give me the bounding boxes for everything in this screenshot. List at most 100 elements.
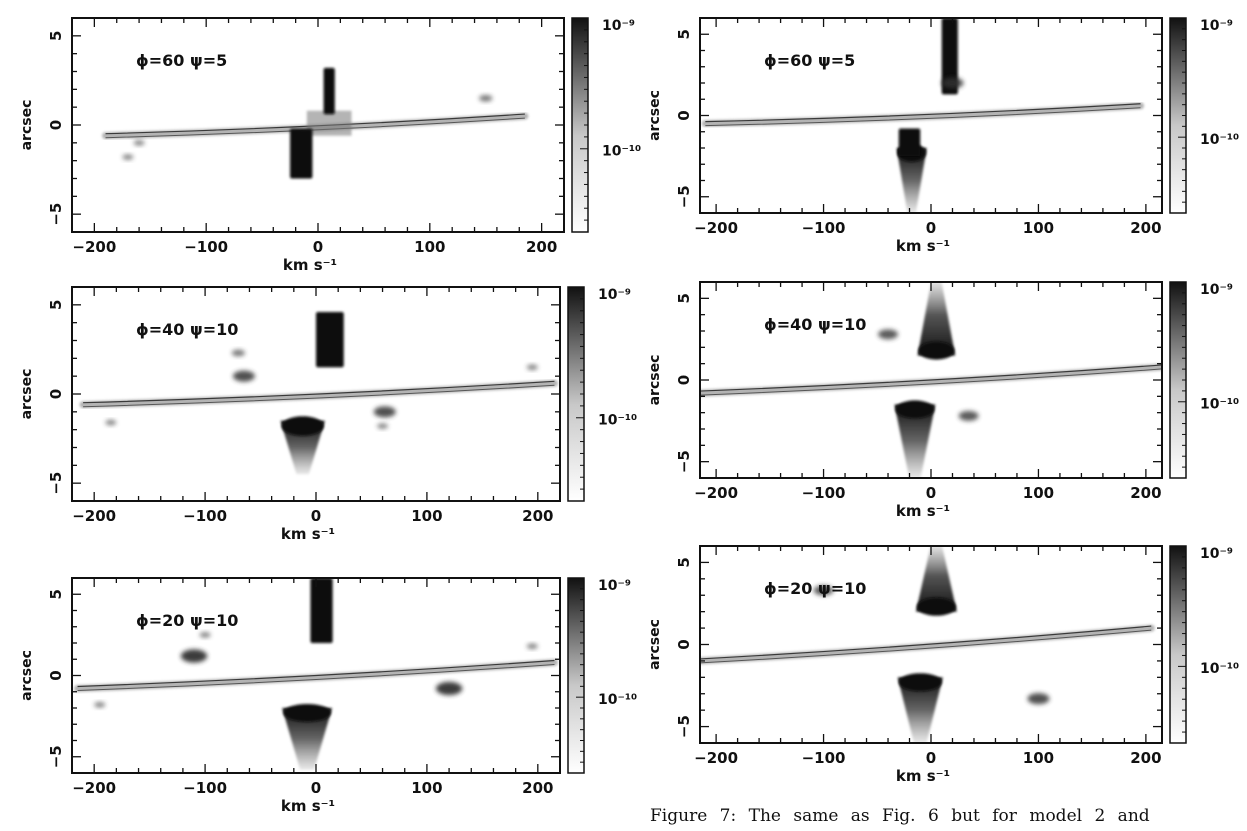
heatmap-content <box>700 282 1162 478</box>
colorbar-label-mid: 10⁻¹⁰ <box>602 144 641 160</box>
y-axis: −5 0 5 arcsec <box>19 286 560 502</box>
x-tick-label: −100 <box>802 484 846 502</box>
x-tick-label: 200 <box>522 779 553 797</box>
x-axis-label: km s⁻¹ <box>281 797 335 815</box>
y-axis: −5 0 5 arcsec <box>19 17 564 233</box>
emission-blob-1 <box>232 370 255 382</box>
colorbar: 10⁻⁹ 10⁻¹⁰ <box>1169 545 1239 744</box>
y-axis: −5 0 5 arcsec <box>19 577 560 774</box>
bright-emission-2 <box>898 128 921 157</box>
x-axis-label: km s⁻¹ <box>896 237 950 255</box>
jet-cone-1 <box>282 708 333 770</box>
x-tick-label: 0 <box>313 238 323 256</box>
emission-blob-1 <box>479 94 493 102</box>
colorbar-gradient <box>1170 282 1186 478</box>
bright-emission-1 <box>316 311 344 368</box>
colorbar-label-mid: 10⁻¹⁰ <box>1200 132 1239 148</box>
y-axis-label: arcsec <box>647 90 663 141</box>
disk-emission <box>701 102 1145 128</box>
panel-3: −200 −100 0 100 200 km s⁻¹ −5 0 5 arcsec ϕ=20 ψ=10… <box>19 577 637 815</box>
figure-caption: Figure 7: The same as Fig. 6 but for mod… <box>650 806 1150 826</box>
x-axis-label: km s⁻¹ <box>896 502 950 520</box>
disk-emission <box>74 659 558 692</box>
y-axis-label: arcsec <box>647 355 663 406</box>
colorbar-label-mid: 10⁻¹⁰ <box>1200 397 1239 413</box>
colorbar-label-top: 10⁻⁹ <box>602 18 635 34</box>
emission-blob-4 <box>105 419 117 426</box>
y-tick-label: 5 <box>47 31 65 41</box>
heatmap-content <box>102 67 529 179</box>
jet-cone-2 <box>894 404 936 478</box>
colorbar-label-top: 10⁻⁹ <box>598 287 631 303</box>
x-tick-label: 200 <box>526 238 557 256</box>
x-axis-label: km s⁻¹ <box>283 256 337 274</box>
colorbar-gradient <box>568 287 584 501</box>
y-tick-label: 0 <box>47 389 65 399</box>
colorbar: 10⁻⁹ 10⁻¹⁰ <box>567 286 637 502</box>
x-tick-label: −200 <box>72 779 116 797</box>
y-axis-label: arcsec <box>19 100 35 151</box>
colorbar-gradient <box>568 578 584 773</box>
x-tick-label: 0 <box>311 779 321 797</box>
heatmap-content <box>74 578 558 770</box>
x-tick-label: −200 <box>694 749 738 767</box>
disk-streak-upper <box>700 364 1162 392</box>
emission-blob-1 <box>941 77 964 89</box>
x-axis: −200 −100 0 100 200 km s⁻¹ <box>71 287 561 543</box>
faint-emission-1 <box>306 110 352 136</box>
x-tick-label: 200 <box>522 507 553 525</box>
disk-streak-lower <box>700 368 1162 396</box>
emission-blob-2 <box>1027 693 1050 705</box>
colorbar-gradient <box>1170 546 1186 743</box>
colorbar-gradient <box>1170 18 1186 213</box>
y-tick-label: 5 <box>47 589 65 599</box>
disk-emission <box>79 379 558 409</box>
disk-streak-upper <box>83 380 555 404</box>
y-tick-label: 5 <box>675 557 693 567</box>
disk-emission <box>700 363 1162 397</box>
colorbar: 10⁻⁹ 10⁻¹⁰ <box>1169 281 1239 479</box>
bright-emission-1 <box>941 18 958 95</box>
x-tick-label: −100 <box>184 238 228 256</box>
x-tick-label: 0 <box>926 749 936 767</box>
x-tick-label: −100 <box>802 219 846 237</box>
x-tick-label: 100 <box>411 779 442 797</box>
colorbar-label-top: 10⁻⁹ <box>1200 18 1233 34</box>
emission-blob-5 <box>199 632 211 638</box>
bright-emission-1 <box>310 578 333 643</box>
y-tick-label: 0 <box>675 110 693 120</box>
emission-blob-4 <box>526 643 538 649</box>
y-tick-label: 0 <box>47 670 65 680</box>
jet-cone-2 <box>897 677 943 743</box>
x-axis-label: km s⁻¹ <box>896 767 950 785</box>
x-tick-label: 100 <box>411 507 442 525</box>
colorbar: 10⁻⁹ 10⁻¹⁰ <box>571 17 641 233</box>
heatmap-content <box>701 18 1145 213</box>
x-axis: −200 −100 0 100 200 km s⁻¹ <box>694 282 1162 520</box>
x-tick-label: −100 <box>183 507 227 525</box>
emission-blob-3 <box>122 154 134 160</box>
x-axis: −200 −100 0 100 200 km s⁻¹ <box>71 578 561 815</box>
emission-blob-5 <box>377 423 389 429</box>
panel-4: −200 −100 0 100 200 km s⁻¹ −5 0 5 arcsec ϕ=60 ψ=5 1… <box>647 17 1239 255</box>
x-tick-label: −200 <box>694 484 738 502</box>
y-tick-label: −5 <box>47 203 65 226</box>
colorbar: 10⁻⁹ 10⁻¹⁰ <box>567 577 637 774</box>
y-axis: −5 0 5 arcsec <box>647 281 1162 479</box>
x-tick-label: 200 <box>1130 484 1161 502</box>
jet-base-1 <box>918 341 955 360</box>
colorbar-label-top: 10⁻⁹ <box>1200 282 1233 298</box>
jet-base-1 <box>283 703 331 722</box>
y-axis: −5 0 5 arcsec <box>647 545 1162 744</box>
disk-streak-upper <box>705 103 1141 123</box>
x-axis: −200 −100 0 100 200 km s⁻¹ <box>694 546 1162 785</box>
disk-emission <box>700 624 1155 665</box>
x-tick-label: 0 <box>311 507 321 525</box>
panel-2: −200 −100 0 100 200 km s⁻¹ −5 0 5 arcsec ϕ=40 ψ=10… <box>19 286 637 543</box>
colorbar-label-mid: 10⁻¹⁰ <box>598 692 637 708</box>
panel-title: ϕ=20 ψ=10 <box>764 579 866 598</box>
x-axis: −200 −100 0 100 200 km s⁻¹ <box>694 18 1162 255</box>
disk-streak-lower <box>705 107 1141 127</box>
x-tick-label: −200 <box>72 507 116 525</box>
